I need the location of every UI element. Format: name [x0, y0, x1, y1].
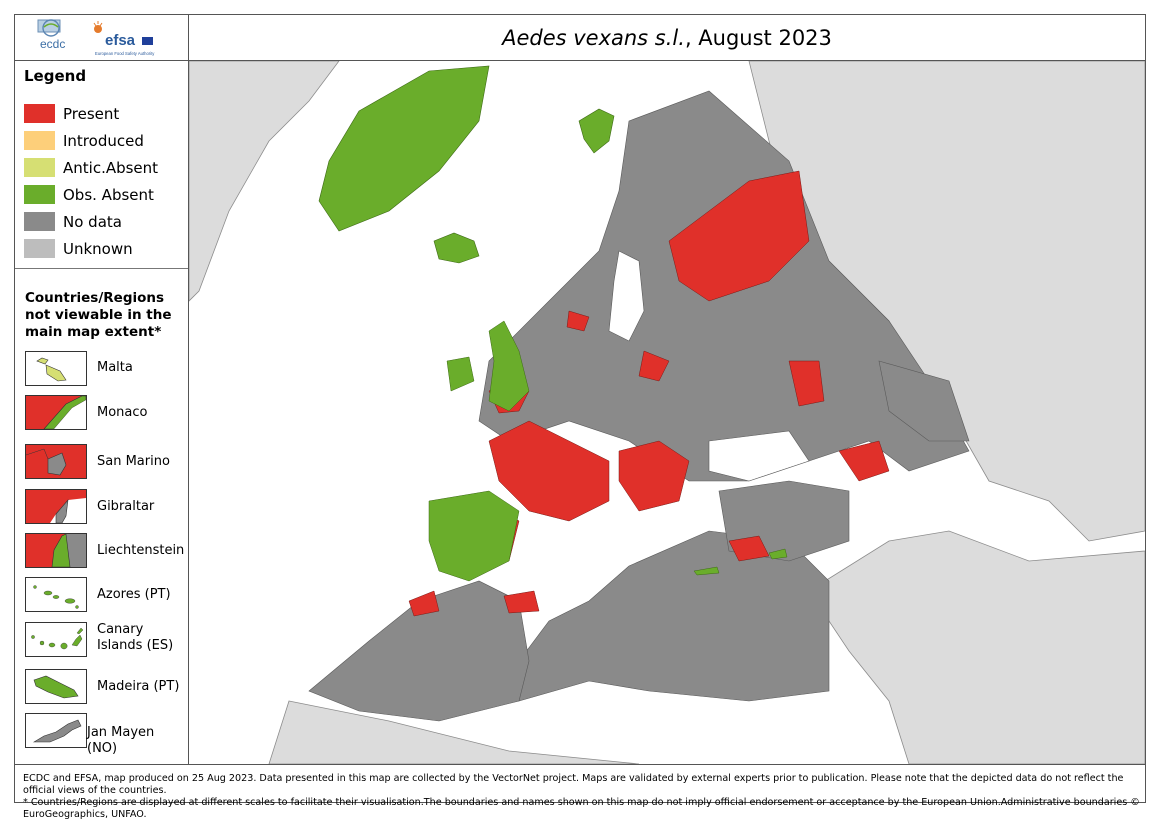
legend-swatch-no-data — [24, 212, 55, 231]
britain-obs-absent — [488, 320, 530, 412]
inset-label-jan-mayen: Jan Mayen (NO) — [87, 725, 155, 756]
ireland-obs-absent — [446, 356, 475, 392]
legend-label-no-data: No data — [63, 212, 122, 231]
legend-label-introduced: Introduced — [63, 131, 144, 150]
black-sea — [708, 430, 810, 482]
inset-label-canary-islands: Canary Islands (ES) — [97, 622, 174, 653]
svalbard-region — [578, 108, 615, 154]
title-species: Aedes vexans s.l. — [502, 25, 685, 50]
legend-swatch-obs-absent — [24, 185, 55, 204]
legend-item-present: Present — [24, 104, 119, 123]
crete-obs-absent — [693, 566, 720, 576]
map-footer: ECDC and EFSA, map produced on 25 Aug 20… — [15, 764, 1145, 820]
neighbour-land — [189, 61, 1145, 764]
insets-title: Countries/Regions not viewable in the ma… — [25, 290, 172, 340]
footer-line-1: ECDC and EFSA, map produced on 25 Aug 20… — [23, 773, 1124, 796]
inset-jan-mayen — [25, 713, 87, 748]
legend-label-obs-absent: Obs. Absent — [63, 185, 154, 204]
legend-item-no-data: No data — [24, 212, 122, 231]
svg-text:European Food Safety Authority: European Food Safety Authority — [95, 51, 155, 56]
inset-san-marino — [25, 444, 87, 479]
inset-azores — [25, 577, 87, 612]
iceland-region — [433, 232, 480, 264]
legend-label-antic-absent: Antic.Absent — [63, 158, 159, 177]
caspian-region — [878, 360, 970, 442]
inset-label-malta: Malta — [97, 360, 133, 375]
inset-malta — [25, 351, 87, 386]
map-title: Aedes vexans s.l., August 2023 — [189, 15, 1145, 61]
north-africa-region — [518, 530, 830, 702]
iberia-obs-absent — [428, 490, 520, 582]
main-map — [189, 61, 1145, 764]
legend-swatch-introduced — [24, 131, 55, 150]
title-date: , August 2023 — [684, 25, 832, 50]
inset-label-liechtenstein: Liechtenstein — [97, 543, 185, 558]
logo-area: ecdc efsa European Food Safety Authority — [15, 15, 189, 61]
legend-panel: Legend Present Introduced Antic.Absent O… — [15, 61, 189, 764]
cyprus-obs-absent — [768, 548, 788, 560]
legend-item-antic-absent: Antic.Absent — [24, 158, 158, 177]
legend-title: Legend — [24, 67, 87, 85]
maghreb-region — [308, 580, 530, 722]
svg-text:ecdc: ecdc — [40, 37, 65, 51]
legend-item-introduced: Introduced — [24, 131, 144, 150]
inset-madeira — [25, 669, 87, 704]
inset-liechtenstein — [25, 533, 87, 568]
inset-label-azores: Azores (PT) — [97, 587, 171, 602]
inset-label-monaco: Monaco — [97, 405, 148, 420]
europe-map — [189, 61, 1145, 764]
inset-canary-islands — [25, 622, 87, 657]
legend-swatch-present — [24, 104, 55, 123]
greenland-region — [318, 65, 490, 232]
legend-item-unknown: Unknown — [24, 239, 133, 258]
legend-label-unknown: Unknown — [63, 239, 133, 258]
legend-label-present: Present — [63, 104, 120, 123]
legend-swatch-antic-absent — [24, 158, 55, 177]
inset-monaco — [25, 395, 87, 430]
svg-text:efsa: efsa — [105, 32, 136, 49]
baltic-sea — [608, 250, 645, 342]
legend-swatch-unknown — [24, 239, 55, 258]
legend-divider — [15, 268, 188, 269]
inset-label-madeira: Madeira (PT) — [97, 679, 180, 694]
inset-gibraltar — [25, 489, 87, 524]
ecdc-logo: ecdc efsa European Food Safety Authority — [37, 19, 155, 56]
footer-line-2: * Countries/Regions are displayed at dif… — [23, 797, 1140, 820]
legend-item-obs-absent: Obs. Absent — [24, 185, 154, 204]
inset-label-san-marino: San Marino — [97, 454, 170, 469]
inset-label-gibraltar: Gibraltar — [97, 499, 155, 514]
